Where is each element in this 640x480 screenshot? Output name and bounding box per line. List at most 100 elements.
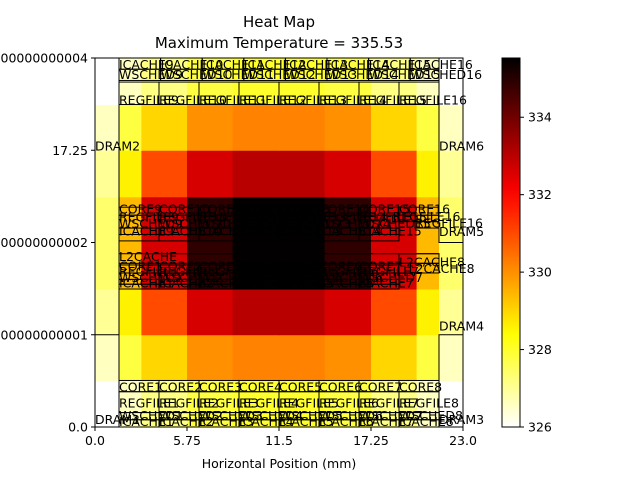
colorbar-tick-label: 330	[528, 265, 552, 280]
floorplan-block-label: CORE2	[159, 259, 202, 274]
heat-cell	[279, 289, 326, 336]
heat-cell	[324, 104, 372, 151]
colorbar	[501, 57, 521, 428]
floorplan-block-label: ICACHE9	[119, 223, 174, 238]
floorplan-block	[438, 58, 463, 243]
heat-cell	[119, 196, 142, 243]
floorplan-block-label: WSCHED12	[239, 216, 311, 231]
floorplan-block-label: REGFILE16	[415, 215, 483, 230]
floorplan-block-label: ICACHE2	[159, 414, 214, 429]
floorplan-block-label: REGFILE15	[359, 93, 427, 108]
floorplan-block-label: ICACHE16	[410, 57, 473, 72]
x-tick-label: 17.25	[353, 433, 389, 448]
floorplan-block-label: DRAM5	[439, 224, 484, 239]
floorplan-block-label: CORE5	[279, 259, 322, 274]
heat-cell	[439, 289, 464, 336]
floorplan-block-label: REGFILE7	[359, 396, 419, 411]
floorplan-block-label: ICACHE7	[359, 275, 414, 290]
floorplan-block-label: CORE13	[279, 202, 330, 217]
floorplan-block	[358, 283, 400, 290]
floorplan-block-label: REGFILE1	[119, 264, 179, 279]
floorplan-block-label: CORE7	[359, 380, 402, 395]
x-tick-label: 0.0	[85, 433, 105, 448]
heat-cell	[279, 334, 326, 381]
heat-cells	[95, 58, 464, 428]
floorplan-block-label: ICACHE15	[369, 57, 432, 72]
floorplan-block-label: WSCHED10	[161, 67, 233, 82]
floorplan-block-label: DRAM6	[439, 138, 484, 153]
heat-cell	[141, 242, 188, 290]
floorplan-block-label: WSCHED10	[159, 216, 231, 231]
floorplan-block-label: WSCHED1	[119, 270, 183, 285]
colorbar-tick-label: 326	[528, 420, 552, 435]
floorplan-block-label: REGFILE12	[239, 210, 307, 225]
floorplan-block-label: ICACHE11	[199, 223, 262, 238]
heat-cell	[187, 334, 234, 381]
colorbar-tick-label: 328	[528, 342, 552, 357]
heat-cell	[416, 289, 440, 336]
floorplan-block-label: ICACHE13	[279, 223, 342, 238]
floorplan-block-label: WSCHED1	[119, 408, 183, 423]
floorplan-block-label: WSCHED9	[119, 67, 183, 82]
floorplan-block-label: ICACHE8	[399, 414, 454, 429]
floorplan-block-label: ICACHE12	[239, 223, 302, 238]
heat-cell	[187, 196, 234, 243]
floorplan-block-label: ICACHE15	[359, 223, 422, 238]
floorplan-block-label: REGFILE13	[279, 93, 347, 108]
heat-cell	[141, 196, 188, 243]
floorplan-block-label: REGFILE9	[119, 93, 179, 108]
heat-cell	[119, 334, 142, 381]
floorplan-block-label: WSCHED4	[239, 408, 303, 423]
heat-cell	[439, 242, 464, 290]
chart-title: Heat Map	[243, 13, 315, 31]
heat-cell	[416, 380, 440, 428]
floorplan-block-label: DRAM1	[95, 412, 140, 427]
floorplan-block-label: REGFILE3	[199, 264, 259, 279]
floorplan-block-label: ICACHE5	[279, 414, 334, 429]
heat-cell	[232, 58, 280, 106]
floorplan-block-label: WSCHED3	[199, 408, 263, 423]
y-tick-label: 23.000000000000004	[0, 51, 88, 66]
heat-cell	[232, 242, 280, 290]
floorplan-block-label: CORE12	[239, 202, 290, 217]
heat-cell	[187, 104, 234, 151]
floorplan-block-label: REGFILE14	[319, 93, 387, 108]
heat-cell	[371, 196, 418, 243]
floorplan-block-label: ICACHE6	[319, 414, 374, 429]
floorplan-block-label: REGFILE13	[279, 210, 347, 225]
floorplan-block-label: WSCHED9	[119, 216, 183, 231]
heat-cell	[324, 334, 372, 381]
floorplan-block-label: L2CACHE8	[409, 261, 475, 276]
floorplan-block	[398, 81, 440, 106]
heat-cell	[279, 150, 326, 198]
floorplan-block-label: CORE4	[239, 380, 282, 395]
floorplan-block-label: ICACHE4	[239, 275, 294, 290]
floorplan-block-label: ICACHE13	[285, 57, 348, 72]
floorplan-labels: DRAM2 DRAM6DRAM5DRAM4DRAM3DRAM1ICACHE9ICA…	[95, 57, 484, 429]
heat-cell	[416, 196, 440, 243]
y-tick-label: 17.25	[52, 143, 88, 158]
x-axis: 0.0 5.75 11.5 17.25 23.0	[85, 427, 477, 448]
heat-cell	[324, 196, 372, 243]
floorplan-block	[409, 68, 440, 81]
heat-cell	[279, 58, 326, 106]
floorplan-block-label: CORE3	[199, 380, 242, 395]
floorplan-block-label: WSCHED14	[319, 216, 391, 231]
x-tick-label: 11.5	[265, 433, 293, 448]
floorplan-block-label: WSCHED16	[410, 67, 482, 82]
heat-cell	[324, 289, 372, 336]
heat-cell	[371, 334, 418, 381]
floorplan-block-label: ICACHE9	[119, 57, 174, 72]
floorplan-block-label: CORE14	[319, 202, 370, 217]
heat-cell	[232, 150, 280, 198]
x-tick-label: 23.0	[449, 433, 477, 448]
floorplan-block-label: WSCHED2	[159, 408, 223, 423]
floorplan-block-label: ICACHE1	[119, 414, 174, 429]
x-axis-label: Horizontal Position (mm)	[202, 456, 357, 471]
floorplan-block-label: WSCHED14	[327, 67, 399, 82]
floorplan-block-label: WSCHED11	[199, 216, 271, 231]
floorplan-block-label: ICACHE14	[319, 223, 382, 238]
floorplan-block-label: REGFILE4	[239, 396, 299, 411]
heat-cell	[371, 150, 418, 198]
